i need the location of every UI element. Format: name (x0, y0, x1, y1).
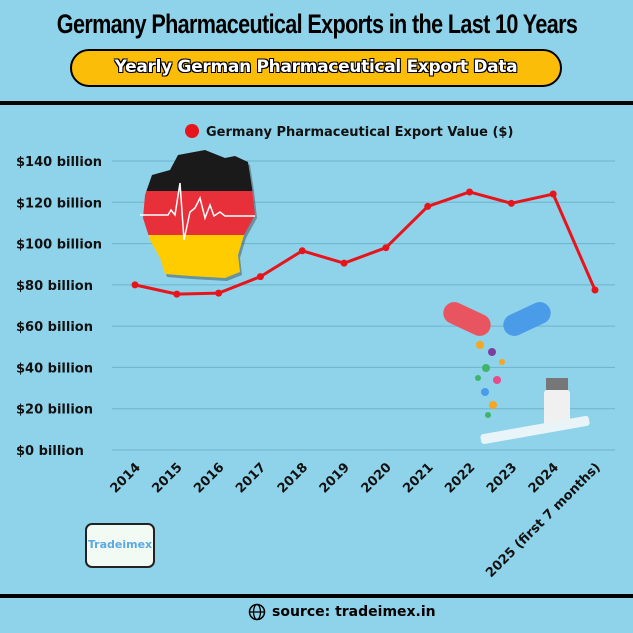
x-tick-label: 2020 (359, 460, 395, 496)
data-point-2016 (215, 289, 223, 297)
tradeimex-logo: Tradeimex (85, 523, 155, 568)
data-point-2022 (466, 188, 474, 196)
data-point-2025 (591, 286, 599, 294)
y-tick-label: $140 billion (16, 155, 102, 170)
y-tick-label: $40 billion (16, 361, 93, 376)
page-title: Germany Pharmaceutical Exports in the La… (56, 9, 577, 39)
series-line (134, 190, 597, 296)
data-point-2017 (256, 273, 264, 281)
data-point-2019 (340, 259, 348, 267)
logo-text: Tradeimex (87, 538, 153, 551)
data-point-2024 (549, 190, 557, 198)
y-tick-label: $20 billion (16, 403, 93, 418)
y-tick-label: $80 billion (16, 279, 93, 294)
legend: Germany Pharmaceutical Export Value ($) (185, 124, 513, 140)
subtitle-badge: Yearly German Pharmaceutical Export Data (70, 49, 562, 87)
data-point-2018 (298, 247, 306, 255)
y-axis: $0 billion $20 billion $40 billion $60 bill… (16, 155, 102, 459)
legend-marker (185, 124, 199, 138)
divider-bottom (0, 594, 633, 598)
y-tick-label: $60 billion (16, 320, 93, 335)
y-tick-label: $120 billion (16, 196, 102, 211)
x-tick-label: 2021 (400, 460, 436, 496)
x-tick-label: 2015 (149, 460, 185, 496)
line-chart: $0 billion $20 billion $40 billion $60 bill… (16, 124, 615, 581)
x-tick-label: 2017 (233, 460, 269, 496)
x-tick-label: 2023 (484, 460, 520, 496)
divider-top (0, 101, 633, 105)
data-point-2020 (382, 244, 390, 252)
x-tick-label: 2024 (526, 460, 562, 496)
source-text: source: tradeimex.in (272, 604, 436, 620)
legend-label: Germany Pharmaceutical Export Value ($) (206, 125, 513, 140)
x-tick-label: 2019 (317, 460, 353, 496)
x-tick-label: 2016 (191, 460, 227, 496)
data-point-2015 (173, 290, 181, 298)
y-tick-label: $0 billion (16, 444, 84, 459)
x-axis: 2014 2015 2016 2017 2018 2019 2020 2021 2022 2023… (108, 460, 604, 581)
x-tick-label: 2018 (275, 460, 311, 496)
medicine-illustration (443, 302, 590, 444)
x-tick-label: 2014 (108, 460, 144, 496)
data-point-2014 (131, 281, 139, 289)
source-credit: source: tradeimex.in (248, 603, 436, 621)
germany-flag-map-illustration (140, 150, 257, 281)
x-tick-label: 2022 (442, 460, 478, 496)
y-tick-label: $100 billion (16, 238, 102, 253)
data-point-2021 (424, 202, 432, 210)
data-point-2023 (507, 199, 515, 207)
globe-icon (248, 603, 266, 621)
